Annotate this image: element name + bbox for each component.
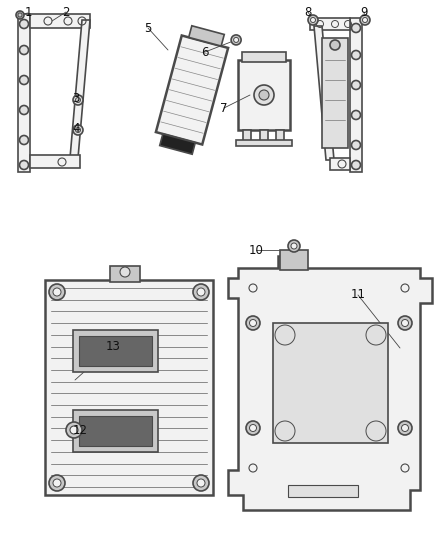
- Circle shape: [193, 475, 209, 491]
- Circle shape: [308, 15, 318, 25]
- Polygon shape: [30, 14, 90, 28]
- Circle shape: [193, 284, 209, 300]
- Bar: [73, 410, 158, 452]
- Text: 13: 13: [106, 340, 120, 352]
- Circle shape: [75, 127, 81, 133]
- Text: 7: 7: [220, 101, 228, 115]
- Polygon shape: [260, 130, 268, 142]
- Circle shape: [352, 23, 360, 33]
- Circle shape: [352, 80, 360, 90]
- Bar: [79, 336, 152, 366]
- Text: 9: 9: [360, 5, 368, 19]
- Circle shape: [18, 13, 22, 17]
- Text: 11: 11: [350, 288, 365, 302]
- Circle shape: [246, 421, 260, 435]
- Circle shape: [363, 18, 367, 22]
- Bar: [242, 52, 286, 62]
- Polygon shape: [160, 134, 195, 154]
- Circle shape: [288, 240, 300, 252]
- Bar: [236, 140, 292, 146]
- Circle shape: [73, 125, 83, 135]
- Circle shape: [20, 106, 28, 115]
- Polygon shape: [350, 18, 362, 172]
- Polygon shape: [243, 130, 251, 142]
- Circle shape: [20, 76, 28, 85]
- Circle shape: [402, 424, 409, 432]
- Circle shape: [291, 243, 297, 249]
- Circle shape: [398, 316, 412, 330]
- Bar: [79, 416, 152, 446]
- Circle shape: [49, 475, 65, 491]
- Circle shape: [352, 110, 360, 119]
- Text: 6: 6: [201, 45, 209, 59]
- Circle shape: [75, 98, 81, 102]
- Circle shape: [53, 479, 61, 487]
- Circle shape: [246, 316, 260, 330]
- Text: 1: 1: [24, 6, 32, 20]
- Text: 8: 8: [304, 5, 312, 19]
- Circle shape: [311, 18, 315, 22]
- Circle shape: [53, 288, 61, 296]
- Polygon shape: [228, 256, 432, 510]
- Circle shape: [360, 15, 370, 25]
- Circle shape: [66, 422, 82, 438]
- Text: 3: 3: [72, 92, 80, 104]
- Text: 5: 5: [144, 21, 152, 35]
- Circle shape: [197, 288, 205, 296]
- Polygon shape: [310, 18, 350, 30]
- Circle shape: [20, 20, 28, 28]
- Bar: [273, 323, 388, 443]
- Polygon shape: [314, 26, 334, 160]
- Circle shape: [250, 424, 257, 432]
- Circle shape: [254, 85, 274, 105]
- Bar: [280, 250, 308, 270]
- Circle shape: [20, 135, 28, 144]
- Text: 10: 10: [248, 244, 263, 256]
- Circle shape: [259, 90, 269, 100]
- Circle shape: [233, 37, 239, 43]
- Circle shape: [398, 421, 412, 435]
- Text: 12: 12: [73, 424, 88, 437]
- Circle shape: [231, 35, 241, 45]
- Circle shape: [73, 95, 83, 105]
- Circle shape: [120, 267, 130, 277]
- Circle shape: [20, 45, 28, 54]
- Polygon shape: [18, 14, 30, 172]
- Circle shape: [352, 160, 360, 169]
- Polygon shape: [30, 155, 80, 168]
- Polygon shape: [276, 130, 284, 142]
- Polygon shape: [330, 158, 350, 170]
- Polygon shape: [189, 26, 224, 46]
- Circle shape: [250, 319, 257, 327]
- Circle shape: [197, 479, 205, 487]
- Bar: [238, 60, 290, 130]
- Circle shape: [352, 51, 360, 60]
- Text: 4: 4: [72, 122, 80, 134]
- Circle shape: [402, 319, 409, 327]
- Bar: [288, 485, 358, 497]
- Polygon shape: [70, 20, 90, 158]
- Circle shape: [352, 141, 360, 149]
- Polygon shape: [156, 36, 228, 144]
- Circle shape: [70, 426, 78, 434]
- Circle shape: [49, 284, 65, 300]
- Circle shape: [330, 40, 340, 50]
- Circle shape: [16, 11, 24, 19]
- Bar: [322, 38, 348, 148]
- Bar: [110, 266, 140, 282]
- Bar: [45, 280, 213, 495]
- Circle shape: [20, 160, 28, 169]
- Bar: [73, 330, 158, 372]
- Text: 2: 2: [62, 5, 70, 19]
